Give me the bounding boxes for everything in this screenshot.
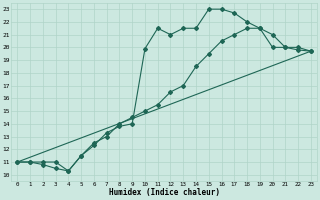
X-axis label: Humidex (Indice chaleur): Humidex (Indice chaleur) (108, 188, 220, 197)
